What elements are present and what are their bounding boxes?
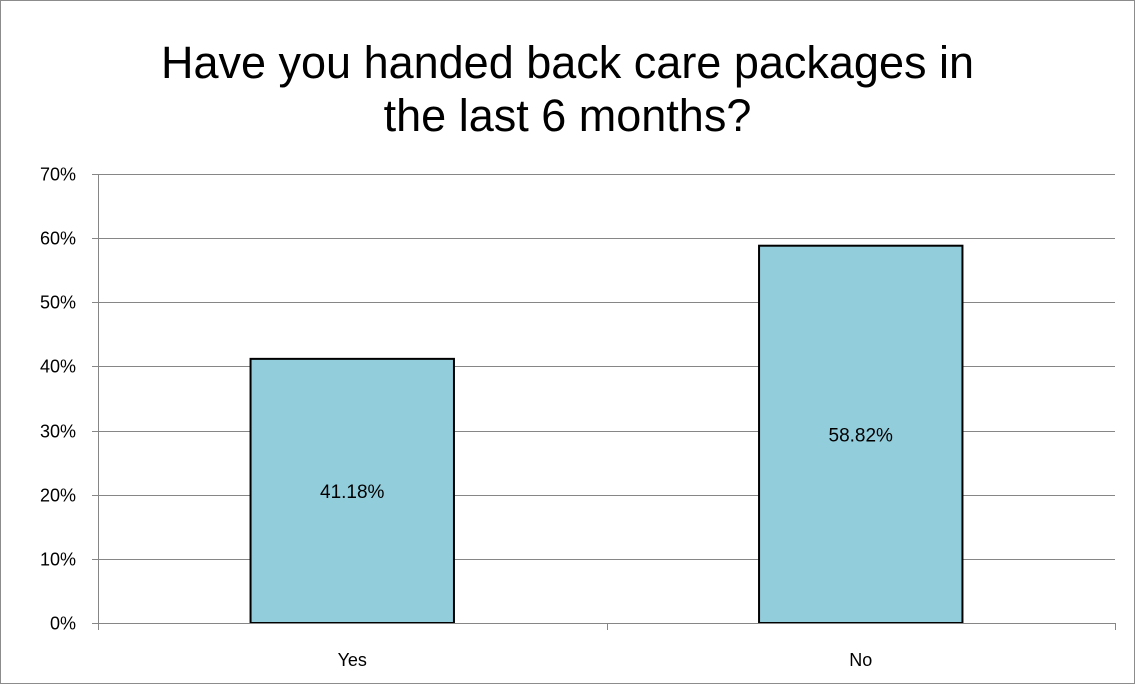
x-tick-label: No — [849, 650, 872, 670]
x-tick-label: Yes — [338, 650, 367, 670]
y-tick-label: 60% — [40, 229, 76, 249]
chart-title-line-1: Have you handed back care packages in — [160, 37, 975, 88]
data-label: 41.18% — [320, 482, 385, 503]
y-tick-label: 20% — [40, 486, 76, 506]
chart-title: Have you handed back care packages in th… — [0, 36, 1135, 142]
bar-yes — [249, 357, 455, 624]
y-tick-label: 70% — [40, 165, 76, 185]
data-label: 58.82% — [829, 425, 894, 446]
y-tick-label: 40% — [40, 357, 76, 377]
y-tick-label: 0% — [50, 614, 76, 634]
y-tick-label: 10% — [40, 550, 76, 570]
chart-title-line-2: the last 6 months? — [383, 90, 752, 141]
y-tick-label: 50% — [40, 293, 76, 313]
bar-no — [758, 244, 964, 625]
y-tick-label: 30% — [40, 422, 76, 442]
